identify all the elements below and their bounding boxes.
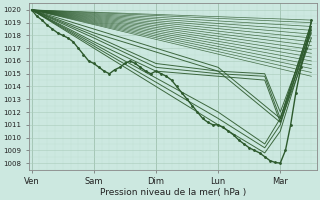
- X-axis label: Pression niveau de la mer( hPa ): Pression niveau de la mer( hPa ): [100, 188, 246, 197]
